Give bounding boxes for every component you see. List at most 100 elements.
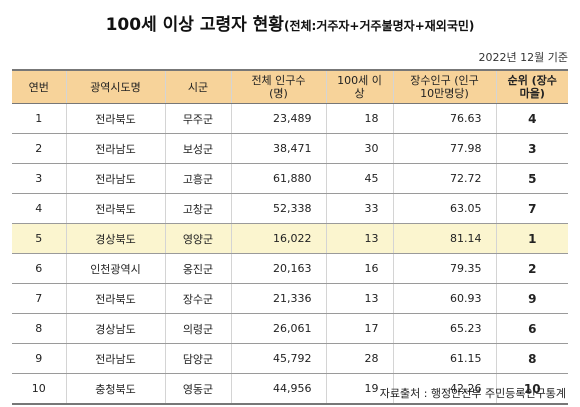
table-row: 10 충청북도 영동군 44,956 19 42.26 10 <box>12 373 568 405</box>
header-index-label: 연번 <box>28 80 49 94</box>
header-county: 시군 <box>164 69 232 104</box>
cell-province: 전라남도 <box>65 133 166 164</box>
cell-county: 영동군 <box>164 373 232 405</box>
cell-index: 8 <box>12 313 67 344</box>
cell-longevity-rate: 60.93 <box>392 283 497 314</box>
cell-rank: 1 <box>495 223 568 254</box>
cell-population: 45,792 <box>230 343 327 374</box>
header-rank-label: 순위 (장수 마을) <box>507 74 557 100</box>
date-note: 2022년 12월 기준 <box>478 51 568 64</box>
page-title: 100세 이상 고령자 현황(전체:거주자+거주불명자+재외국민) <box>0 10 580 35</box>
cell-population: 61,880 <box>230 163 327 194</box>
table-row: 2 전라남도 보성군 38,471 30 77.98 3 <box>12 133 568 164</box>
cell-rank: 4 <box>495 103 568 134</box>
cell-rank: 5 <box>495 163 568 194</box>
cell-population: 26,061 <box>230 313 327 344</box>
cell-longevity-rate: 76.63 <box>392 103 497 134</box>
cell-index: 4 <box>12 193 67 224</box>
header-index: 연번 <box>12 69 67 104</box>
cell-longevity-rate: 65.23 <box>392 313 497 344</box>
cell-longevity-rate: 81.14 <box>392 223 497 254</box>
cell-index: 1 <box>12 103 67 134</box>
cell-population: 44,956 <box>230 373 327 405</box>
table-row: 9 전라남도 담양군 45,792 28 61.15 8 <box>12 343 568 374</box>
cell-centenarians: 30 <box>325 133 394 164</box>
header-longevity-rate: 장수인구 (인구 10만명당) <box>392 69 497 104</box>
cell-centenarians: 13 <box>325 283 394 314</box>
cell-index: 7 <box>12 283 67 314</box>
table-row: 4 전라북도 고창군 52,338 33 63.05 7 <box>12 193 568 224</box>
cell-county: 고창군 <box>164 193 232 224</box>
cell-longevity-rate: 72.72 <box>392 163 497 194</box>
table-body: 1 전라북도 무주군 23,489 18 76.63 4 2 전라남도 보성군 38,471 30 77… <box>12 103 568 405</box>
cell-province: 경상남도 <box>65 313 166 344</box>
cell-county: 보성군 <box>164 133 232 164</box>
cell-rank: 9 <box>495 283 568 314</box>
cell-province: 전라북도 <box>65 103 166 134</box>
cell-county: 의령군 <box>164 313 232 344</box>
header-province: 광역시도명 <box>65 69 166 104</box>
cell-province: 전라북도 <box>65 283 166 314</box>
cell-county: 영양군 <box>164 223 232 254</box>
cell-rank: 3 <box>495 133 568 164</box>
cell-province: 전라남도 <box>65 343 166 374</box>
cell-province: 인천광역시 <box>65 253 166 284</box>
source-note: 자료출처 : 행정안전부 주민등록인구통계 <box>379 387 566 400</box>
cell-centenarians: 28 <box>325 343 394 374</box>
header-rank: 순위 (장수 마을) <box>495 69 568 104</box>
cell-rank: 7 <box>495 193 568 224</box>
cell-index: 2 <box>12 133 67 164</box>
header-longevity-rate-label: 장수인구 (인구 10만명당) <box>410 74 479 100</box>
cell-index: 10 <box>12 373 67 405</box>
cell-index: 3 <box>12 163 67 194</box>
cell-county: 옹진군 <box>164 253 232 284</box>
cell-centenarians: 18 <box>325 103 394 134</box>
table-row: 7 전라북도 장수군 21,336 13 60.93 9 <box>12 283 568 314</box>
cell-province: 전라북도 <box>65 193 166 224</box>
cell-population: 20,163 <box>230 253 327 284</box>
cell-province: 경상북도 <box>65 223 166 254</box>
title-main: 100세 이상 고령자 현황 <box>105 15 284 35</box>
cell-county: 무주군 <box>164 103 232 134</box>
cell-longevity-rate: 79.35 <box>392 253 497 284</box>
cell-rank: 10 <box>495 373 568 405</box>
cell-index: 6 <box>12 253 67 284</box>
cell-centenarians: 33 <box>325 193 394 224</box>
header-county-label: 시군 <box>187 80 209 94</box>
cell-rank: 8 <box>495 343 568 374</box>
cell-province: 전라남도 <box>65 163 166 194</box>
cell-population: 38,471 <box>230 133 327 164</box>
title-subtitle: (전체:거주자+거주불명자+재외국민) <box>283 19 475 33</box>
cell-centenarians: 16 <box>325 253 394 284</box>
header-population-label: 전체 인구수 (명) <box>251 74 306 100</box>
cell-county: 고흥군 <box>164 163 232 194</box>
cell-rank: 2 <box>495 253 568 284</box>
cell-longevity-rate: 77.98 <box>392 133 497 164</box>
cell-centenarians: 13 <box>325 223 394 254</box>
cell-centenarians: 45 <box>325 163 394 194</box>
cell-population: 21,336 <box>230 283 327 314</box>
cell-county: 담양군 <box>164 343 232 374</box>
cell-population: 23,489 <box>230 103 327 134</box>
cell-county: 장수군 <box>164 283 232 314</box>
cell-centenarians: 17 <box>325 313 394 344</box>
cell-population: 52,338 <box>230 193 327 224</box>
cell-index: 9 <box>12 343 67 374</box>
cell-population: 16,022 <box>230 223 327 254</box>
cell-rank: 6 <box>495 313 568 344</box>
cell-longevity-rate: 61.15 <box>392 343 497 374</box>
table-row: 5 경상북도 영양군 16,022 13 81.14 1 <box>12 223 568 254</box>
cell-longevity-rate: 63.05 <box>392 193 497 224</box>
header-population: 전체 인구수 (명) <box>230 69 327 104</box>
table-row: 6 인천광역시 옹진군 20,163 16 79.35 2 <box>12 253 568 284</box>
table-row: 3 전라남도 고흥군 61,880 45 72.72 5 <box>12 163 568 194</box>
table-row: 1 전라북도 무주군 23,489 18 76.63 4 <box>12 103 568 134</box>
table-row: 8 경상남도 의령군 26,061 17 65.23 6 <box>12 313 568 344</box>
cell-province: 충청북도 <box>65 373 166 405</box>
cell-centenarians: 19 <box>325 373 394 405</box>
cell-index: 5 <box>12 223 67 254</box>
